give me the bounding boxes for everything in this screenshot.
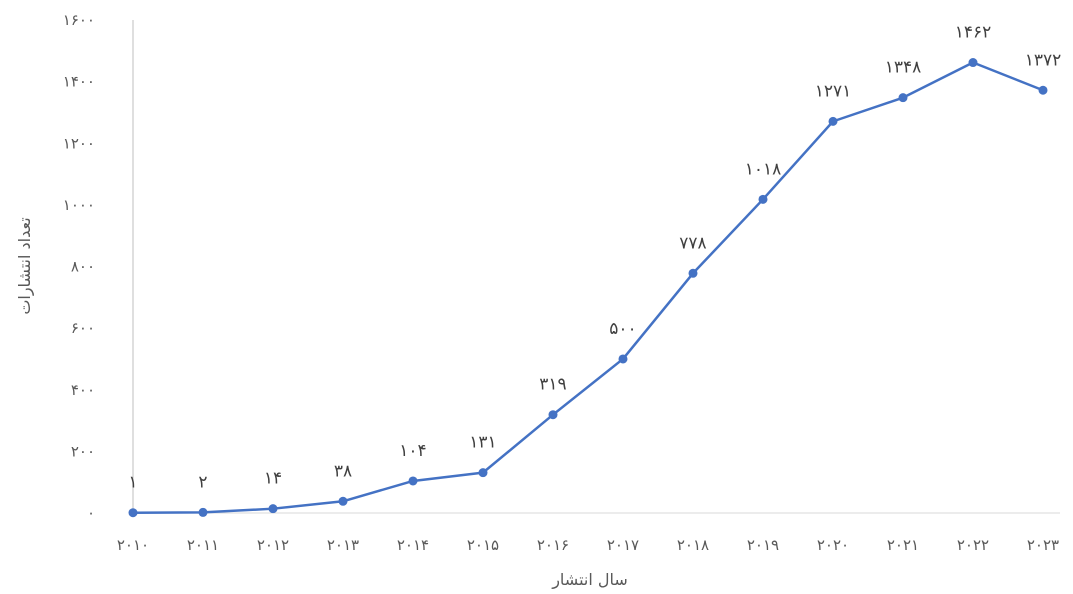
- data-label: ۳۸: [334, 461, 352, 481]
- series-group: [128, 58, 1048, 518]
- data-label: ۱۴: [264, 469, 282, 489]
- y-tick-label: ۲۰۰: [71, 442, 95, 460]
- data-label: ۱: [128, 473, 137, 493]
- data-label: ۱۳۴۸: [885, 58, 922, 78]
- x-axis-title: سال انتشار: [551, 570, 628, 590]
- series-line: [132, 61, 1044, 514]
- data-point: [968, 58, 978, 68]
- data-label: ۱۴۶۲: [955, 23, 992, 43]
- data-point: [898, 93, 908, 103]
- x-tick-label: ۲۰۱۲: [257, 536, 289, 554]
- data-point: [268, 504, 278, 514]
- data-label: ۱۲۷۱: [815, 81, 852, 101]
- data-point: [1038, 85, 1048, 95]
- data-point: [198, 507, 208, 517]
- y-tick-label: ۱۶۰۰: [63, 11, 95, 29]
- data-label: ۳۱۹: [539, 375, 566, 395]
- x-tick-label: ۲۰۱۹: [747, 536, 779, 554]
- data-label: ۱۳۷۲: [1025, 50, 1062, 70]
- x-tick-labels: ۲۰۱۰ ۲۰۱۱ ۲۰۱۲ ۲۰۱۳ ۲۰۱۴ ۲۰۱۵ ۲۰۱۶ ۲۰۱۷ ۲۰۱۸ ۲۰۱۹…: [117, 536, 1059, 554]
- y-tick-label: ۴۰۰: [71, 381, 95, 399]
- data-label: ۷۷۸: [679, 233, 706, 253]
- y-tick-labels: ۰ ۲۰۰ ۴۰۰ ۶۰۰ ۸۰۰ ۱۰۰۰ ۱۲۰۰ ۱۴۰۰ ۱۶۰۰: [63, 11, 95, 522]
- data-label: ۱۰۴: [399, 441, 426, 461]
- x-tick-label: ۲۰۲۱: [887, 536, 919, 554]
- y-tick-label: ۸۰۰: [71, 258, 95, 276]
- y-tick-label: ۱۰۰۰: [63, 196, 95, 214]
- x-tick-label: ۲۰۱۵: [467, 536, 499, 554]
- x-tick-label: ۲۰۲۳: [1027, 536, 1059, 554]
- x-tick-label: ۲۰۲۲: [957, 536, 989, 554]
- data-label: ۵۰۰: [609, 319, 636, 339]
- x-tick-label: ۲۰۱۰: [117, 536, 149, 554]
- data-point: [828, 116, 838, 126]
- data-point: [338, 496, 348, 506]
- x-tick-label: ۲۰۱۴: [397, 536, 429, 554]
- data-point: [618, 354, 628, 364]
- data-label: ۲: [198, 472, 207, 492]
- data-point: [478, 468, 488, 478]
- y-tick-label: ۱۲۰۰: [63, 134, 95, 152]
- x-tick-label: ۲۰۱۱: [187, 536, 219, 554]
- data-point: [548, 410, 558, 420]
- x-tick-label: ۲۰۱۳: [327, 536, 359, 554]
- data-labels: ۱ ۲ ۱۴ ۳۸ ۱۰۴ ۱۳۱ ۳۱۹ ۵۰۰ ۷۷۸ ۱۰۱۸ ۱۲۷۱ ۱۳۴۸ ۱۴۶۲ ۱۳۷…: [128, 23, 1061, 493]
- x-tick-label: ۲۰۱۷: [607, 536, 639, 554]
- x-tick-label: ۲۰۲۰: [817, 536, 849, 554]
- y-tick-label: ۰: [87, 504, 95, 522]
- data-point: [688, 268, 698, 278]
- x-tick-label: ۲۰۱۸: [677, 536, 709, 554]
- y-axis-title: تعداد انتشارات: [15, 217, 35, 314]
- data-point: [128, 508, 138, 518]
- y-tick-label: ۱۴۰۰: [63, 73, 95, 91]
- data-point: [758, 194, 768, 204]
- x-tick-label: ۲۰۱۶: [537, 536, 569, 554]
- data-point: [408, 476, 418, 486]
- y-tick-label: ۶۰۰: [71, 319, 95, 337]
- data-label: ۱۰۱۸: [745, 159, 782, 179]
- data-label: ۱۳۱: [469, 433, 496, 453]
